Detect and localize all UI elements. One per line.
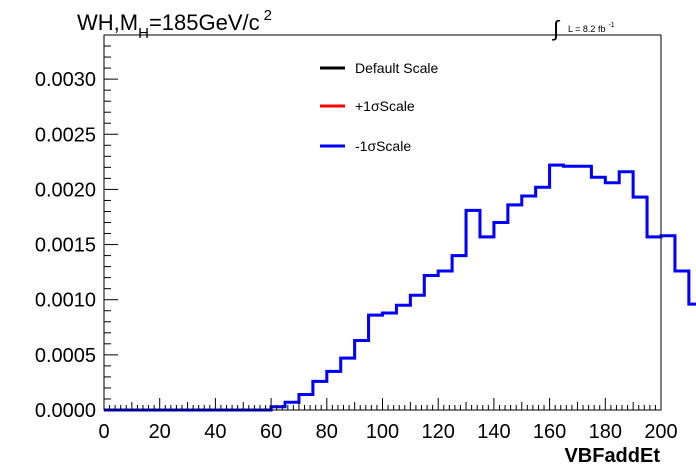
lumi-label: L = 8.2 fb -1 xyxy=(568,22,615,34)
x-tick-label: 80 xyxy=(316,421,338,443)
x-tick-label: 180 xyxy=(589,421,622,443)
y-tick-label: 0.0000 xyxy=(35,400,96,422)
x-tick-label: 200 xyxy=(644,421,677,443)
lumi-superscript: -1 xyxy=(608,22,614,29)
title-subscript: H xyxy=(138,25,149,42)
x-axis: 0 20 40 60 80 100 120 140 160 180 200 xyxy=(98,398,678,443)
legend-label: -1σScale xyxy=(355,138,411,154)
x-tick-label: 40 xyxy=(204,421,226,443)
lumi-text: L = 8.2 fb xyxy=(568,24,605,34)
title-superscript: 2 xyxy=(264,7,272,24)
title-prefix: WH,M xyxy=(77,10,138,35)
y-tick-label: 0.0025 xyxy=(35,124,96,146)
y-tick-label: 0.0020 xyxy=(35,179,96,201)
x-tick-label: 160 xyxy=(533,421,566,443)
legend-label: Default Scale xyxy=(355,60,438,76)
y-tick-label: 0.0010 xyxy=(35,290,96,312)
plot-title: WH,MH=185GeV/c 2 xyxy=(77,7,272,42)
legend: Default Scale +1σScale -1σScale xyxy=(320,60,438,154)
x-tick-label: 20 xyxy=(149,421,171,443)
y-axis: 0.0000 0.0005 0.0010 0.0015 0.0020 0.0025 0.00… xyxy=(35,34,118,422)
x-tick-label: 0 xyxy=(98,421,109,443)
y-tick-label: 0.0005 xyxy=(35,345,96,367)
x-tick-label: 100 xyxy=(366,421,399,443)
title-value: =185GeV/c xyxy=(149,10,260,35)
lumi-integral-sign: ∫ xyxy=(551,16,561,41)
y-tick-label: 0.0030 xyxy=(35,69,96,91)
x-axis-title: VBFaddEt xyxy=(564,445,660,467)
legend-label: +1σScale xyxy=(355,98,415,114)
x-tick-label: 120 xyxy=(422,421,455,443)
x-tick-label: 140 xyxy=(477,421,510,443)
x-tick-label: 60 xyxy=(260,421,282,443)
y-tick-label: 0.0015 xyxy=(35,235,96,257)
